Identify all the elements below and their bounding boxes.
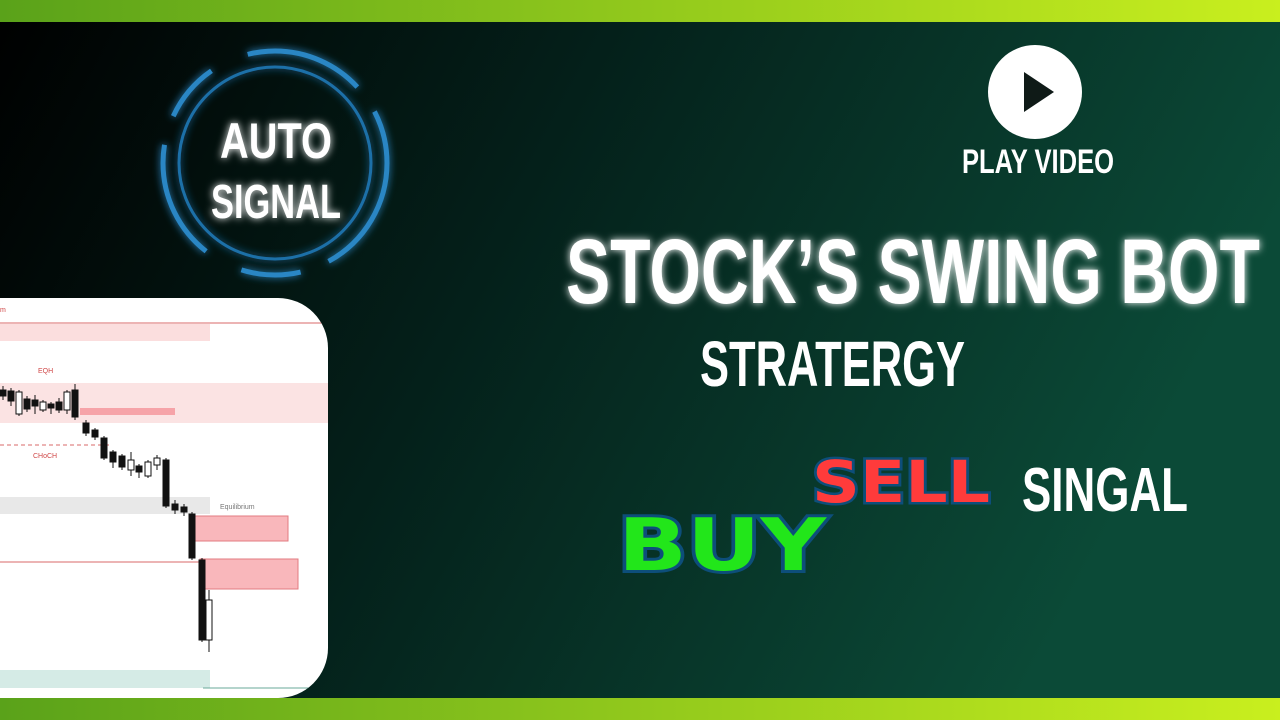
candle-body	[118, 455, 126, 468]
zone	[0, 383, 328, 423]
candle-body	[171, 503, 179, 511]
zone	[0, 324, 210, 341]
zone	[0, 670, 210, 688]
play-button[interactable]: PLAY VIDEO	[962, 45, 1114, 181]
candle-body	[127, 459, 135, 471]
candle-body	[135, 465, 143, 473]
candles	[0, 384, 213, 652]
candle-body	[7, 390, 15, 402]
badge-ring	[177, 65, 373, 261]
play-icon	[1024, 72, 1054, 112]
candle-body	[180, 506, 188, 513]
candle-body	[31, 399, 39, 407]
candle-body	[205, 599, 213, 641]
play-label[interactable]: PLAY VIDEO	[962, 143, 1114, 181]
candle-body	[23, 398, 31, 410]
chart-label: Equilibrium	[220, 504, 255, 511]
candle-body	[144, 461, 152, 477]
candle-body	[198, 559, 206, 641]
zone	[194, 515, 289, 542]
zone	[0, 497, 210, 514]
badge-text: SIGNAL	[211, 176, 341, 229]
badge: AUTO SIGNAL	[160, 48, 390, 278]
candle-body	[188, 513, 196, 559]
chart-preview: m EQH CHoCH Equilibrium	[0, 298, 328, 698]
candle-body	[39, 401, 47, 411]
badge-text: AUTO	[220, 113, 332, 169]
candle-body	[0, 389, 7, 397]
candle-body	[153, 457, 161, 466]
signal-word: SINGAL	[1022, 456, 1188, 525]
chart-label: CHoCH	[33, 453, 57, 460]
candle-body	[91, 429, 99, 438]
candle-body	[82, 422, 90, 434]
chart-label: m	[0, 307, 6, 314]
zone	[199, 558, 299, 590]
candle-body	[55, 401, 63, 411]
candle-body	[100, 437, 108, 459]
candle-body	[15, 391, 23, 415]
title: STOCK’S SWING BOT	[566, 221, 1260, 323]
subtitle: STRATERGY	[700, 328, 965, 400]
candle-body	[162, 459, 170, 507]
badge-arc	[160, 48, 390, 278]
buy-text: BUY	[618, 503, 827, 587]
candle-body	[109, 451, 117, 463]
sell-text: SELL	[812, 448, 990, 516]
candle-body	[47, 403, 55, 409]
candle-body	[71, 389, 79, 418]
bottom-bar	[0, 698, 1280, 720]
chart-label: EQH	[38, 368, 53, 375]
zone	[80, 408, 175, 415]
candle-body	[63, 391, 71, 411]
top-bar	[0, 0, 1280, 22]
